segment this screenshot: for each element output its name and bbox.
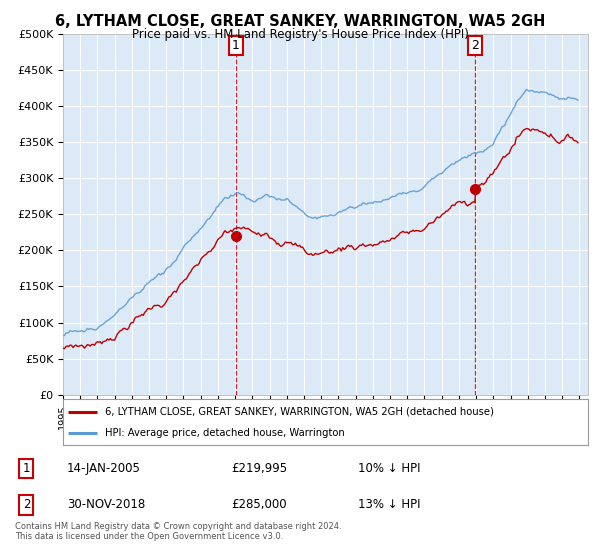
Text: £285,000: £285,000 xyxy=(231,498,287,511)
Text: 1: 1 xyxy=(232,39,240,52)
Text: Contains HM Land Registry data © Crown copyright and database right 2024.
This d: Contains HM Land Registry data © Crown c… xyxy=(15,522,341,542)
Text: 6, LYTHAM CLOSE, GREAT SANKEY, WARRINGTON, WA5 2GH: 6, LYTHAM CLOSE, GREAT SANKEY, WARRINGTO… xyxy=(55,14,545,29)
Text: 10% ↓ HPI: 10% ↓ HPI xyxy=(358,462,420,475)
Text: 14-JAN-2005: 14-JAN-2005 xyxy=(67,462,140,475)
Text: 1: 1 xyxy=(23,462,30,475)
Text: 6, LYTHAM CLOSE, GREAT SANKEY, WARRINGTON, WA5 2GH (detached house): 6, LYTHAM CLOSE, GREAT SANKEY, WARRINGTO… xyxy=(105,407,494,417)
Text: 2: 2 xyxy=(23,498,30,511)
Text: 30-NOV-2018: 30-NOV-2018 xyxy=(67,498,145,511)
Text: £219,995: £219,995 xyxy=(231,462,287,475)
Text: Price paid vs. HM Land Registry's House Price Index (HPI): Price paid vs. HM Land Registry's House … xyxy=(131,28,469,41)
Text: 13% ↓ HPI: 13% ↓ HPI xyxy=(358,498,420,511)
Text: HPI: Average price, detached house, Warrington: HPI: Average price, detached house, Warr… xyxy=(105,428,345,438)
Text: 2: 2 xyxy=(471,39,479,52)
